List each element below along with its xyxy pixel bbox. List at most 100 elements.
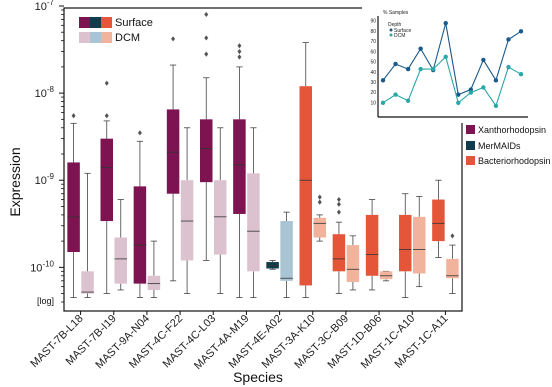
inset-point-surface <box>380 78 386 83</box>
legend-label-mermaids: MerMAIDs <box>478 141 521 151</box>
outlier-point <box>204 11 209 18</box>
legend-swatch-xanthorhodopsin <box>466 125 475 134</box>
box-body <box>313 217 326 238</box>
inset-point-surface <box>393 61 398 67</box>
outlier-point <box>336 196 341 203</box>
box-MAST-4A-M19-surface <box>233 43 246 298</box>
inset-y-tick-label: 70 <box>370 39 376 45</box>
box-body <box>100 138 113 222</box>
inset-y-tick-label: 90 <box>370 19 376 25</box>
legend-swatch-dcm-bacterio <box>101 32 112 43</box>
box-body <box>214 180 227 255</box>
y-tick-label: 10-7 <box>35 0 55 13</box>
box-body <box>133 186 147 284</box>
outlier-point <box>336 209 341 215</box>
inset-point-surface <box>481 57 486 63</box>
box-body <box>280 221 293 281</box>
inset-legend-label-dcm: DCM <box>394 33 405 39</box>
box-MAST-7B-I19-dcm <box>114 199 127 291</box>
box-body <box>200 119 213 183</box>
inset-point-dcm <box>518 72 524 77</box>
box-MAST-4C-F22-dcm <box>180 127 194 294</box>
outlier-point <box>71 113 76 119</box>
legend-label-dcm: DCM <box>115 32 140 44</box>
box-MAST-4A-M19-dcm <box>247 127 260 298</box>
box-body <box>332 234 346 272</box>
box-MAST-1D-B06-surface <box>365 199 379 291</box>
outlier-point <box>237 54 242 60</box>
legend-swatch-dcm-mermaid <box>90 32 101 43</box>
inset-point-surface <box>443 20 448 26</box>
outlier-point <box>204 35 209 41</box>
y-axis: 10-10 10-9 10-8 10-7 <box>30 0 64 303</box>
legend-swatch-dcm-xantho <box>79 32 90 43</box>
outlier-point <box>171 36 176 42</box>
legend-swatch-surface-xantho <box>79 17 90 28</box>
box-MAST-9A-N04-surface <box>133 130 147 298</box>
outlier-point <box>336 201 341 207</box>
box-MAST-1D-B06-dcm <box>379 270 393 282</box>
box-MAST-1C-A10-surface <box>399 193 412 298</box>
outlier-point <box>104 113 109 119</box>
inset-point-surface <box>456 92 461 97</box>
inset-series <box>380 20 524 109</box>
inset-point-dcm <box>481 85 486 90</box>
legend-label-bacteriorhodopsin: Bacteriorhodopsin <box>478 156 551 166</box>
inset-point-surface <box>518 29 524 34</box>
box-MAST-4C-F22-surface <box>166 36 180 282</box>
box-MAST-7B-I19-surface <box>100 80 113 294</box>
inset-line-surface <box>382 23 522 96</box>
box-MAST-1C-A10-dcm <box>413 196 426 288</box>
box-body <box>147 275 161 290</box>
inset-title: % Samples <box>383 10 409 16</box>
inset-point-dcm <box>405 98 411 103</box>
inset-point-surface <box>418 46 423 51</box>
log-scale-note: [log] <box>37 296 54 306</box>
inset-line-chart: % Samples Depth Surface DCM 10 20 30 40 50 60… <box>362 6 550 123</box>
inset-legend-label-surface: Surface <box>394 28 411 34</box>
box-body <box>365 214 379 276</box>
box-MAST-7B-L18-dcm <box>81 172 94 298</box>
inset-y-tick-label: 20 <box>370 90 376 96</box>
inset-y-tick-label: 40 <box>370 70 376 76</box>
inset-background <box>362 6 550 123</box>
inset-point-dcm <box>380 100 386 105</box>
box-body <box>180 180 194 261</box>
box-body <box>81 271 94 294</box>
box-body <box>413 216 426 274</box>
outlier-point <box>317 194 322 200</box>
outlier-point <box>204 51 209 57</box>
inset-y-tick-label: 50 <box>370 60 376 66</box>
box-body <box>233 119 246 214</box>
inset-point-dcm <box>468 90 474 95</box>
inset-point-dcm <box>443 54 448 60</box>
legend-label-surface: Surface <box>115 17 153 29</box>
box-MAST-1C-A11-dcm <box>446 233 459 294</box>
depth-legend: Surface DCM <box>79 17 153 44</box>
legend-swatch-mermaids <box>466 141 475 150</box>
y-tick-label: 10-8 <box>35 85 55 100</box>
plot-frame <box>63 7 463 312</box>
box-body <box>247 173 260 272</box>
legend-swatch-surface-bacterio <box>101 17 112 28</box>
inset-legend-title: Depth <box>388 22 402 28</box>
inset-point-dcm <box>493 103 499 109</box>
outlier-point <box>104 80 109 86</box>
inset-y-tick-label: 30 <box>370 80 376 86</box>
outlier-point <box>450 233 455 239</box>
inset-point-surface <box>405 66 411 72</box>
legend-swatch-bacteriorhodopsin <box>466 156 475 165</box>
box-MAST-3A-K10-dcm <box>313 194 326 242</box>
group-legend: Xanthorhodopsin MerMAIDs Bacteriorhodops… <box>466 125 551 166</box>
box-MAST-7B-L18-surface <box>67 113 80 298</box>
box-body <box>432 199 445 242</box>
box-MAST-1C-A11-surface <box>432 179 445 258</box>
box-body <box>379 271 393 280</box>
legend-label-xanthorhodopsin: Xanthorhodopsin <box>478 125 546 135</box>
inset-point-dcm <box>430 66 436 72</box>
box-body <box>114 237 127 284</box>
box-series <box>67 11 459 298</box>
inset-point-dcm <box>393 92 398 97</box>
x-axis-title: Species <box>233 369 283 385</box>
